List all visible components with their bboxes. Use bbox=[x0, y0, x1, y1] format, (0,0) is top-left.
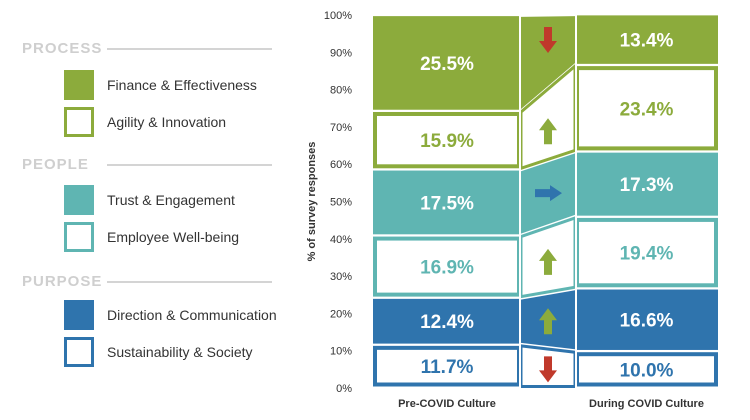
bar-segment-direction-communication-pre bbox=[373, 298, 521, 344]
legend-label-employee-well-being: Employee Well-being bbox=[107, 229, 240, 245]
category-label-during-covid-culture: During COVID Culture bbox=[589, 398, 704, 410]
data-label-agility-innovation-pre: 15.9% bbox=[420, 131, 474, 152]
trend-arrow-up-employee-well-being bbox=[539, 248, 557, 275]
trend-arrow-up-direction-communication bbox=[539, 308, 557, 335]
legend: PROCESS Finance & Effectiveness Agility … bbox=[0, 0, 300, 420]
data-label-sustainability-society-pre: 11.7% bbox=[421, 357, 474, 378]
legend-label-finance-effectiveness: Finance & Effectiveness bbox=[107, 77, 257, 93]
y-tick-label: 70% bbox=[330, 122, 352, 134]
legend-group-title-process: PROCESS bbox=[22, 40, 103, 57]
separator-left bbox=[519, 15, 521, 388]
data-label-trust-engagement-pre: 17.5% bbox=[420, 193, 474, 214]
bar-segment-trust-engagement-pre bbox=[373, 170, 521, 235]
data-label-finance-effectiveness-pre: 25.5% bbox=[420, 54, 474, 75]
connector-finance-effectiveness bbox=[521, 16, 575, 109]
legend-label-direction-communication: Direction & Communication bbox=[107, 307, 277, 323]
data-label-trust-engagement-during: 17.3% bbox=[620, 175, 674, 196]
trend-arrow-down-sustainability-society bbox=[539, 356, 557, 383]
bar-segment-finance-effectiveness-pre bbox=[373, 16, 521, 110]
bar-segment-trust-engagement-during bbox=[575, 152, 718, 216]
legend-group-title-people: PEOPLE bbox=[22, 156, 89, 173]
separator-right bbox=[575, 15, 577, 388]
bar-segment-sustainability-society-pre bbox=[373, 345, 521, 387]
y-tick-label: 100% bbox=[324, 10, 352, 22]
category-label-pre-covid-culture: Pre-COVID Culture bbox=[398, 398, 496, 410]
legend-divider-process bbox=[107, 48, 272, 50]
y-tick-label: 90% bbox=[330, 47, 352, 59]
data-label-agility-innovation-during: 23.4% bbox=[620, 99, 674, 120]
y-tick-label: 20% bbox=[330, 308, 352, 320]
y-tick-label: 50% bbox=[330, 197, 352, 209]
y-axis-title: % of survey responses bbox=[306, 142, 318, 262]
legend-divider-people bbox=[107, 164, 272, 166]
legend-label-trust-engagement: Trust & Engagement bbox=[107, 192, 235, 208]
trend-arrow-right-trust-engagement bbox=[535, 185, 562, 202]
legend-divider-purpose bbox=[107, 281, 272, 283]
data-label-employee-well-being-pre: 16.9% bbox=[420, 258, 474, 279]
legend-swatch-direction-communication bbox=[64, 300, 94, 330]
legend-group-title-purpose: PURPOSE bbox=[22, 273, 103, 290]
data-label-sustainability-society-during: 10.0% bbox=[620, 360, 674, 381]
bar-segment-direction-communication-during bbox=[575, 289, 718, 350]
data-label-direction-communication-pre: 12.4% bbox=[420, 312, 474, 333]
trend-arrow-down-finance-effectiveness bbox=[539, 26, 557, 53]
legend-swatch-sustainability-society bbox=[64, 337, 94, 367]
y-tick-label: 10% bbox=[330, 346, 352, 358]
legend-swatch-trust-engagement bbox=[64, 185, 94, 215]
legend-swatch-employee-well-being bbox=[64, 222, 94, 252]
legend-swatch-finance-effectiveness bbox=[64, 70, 94, 100]
bar-segment-agility-innovation-pre bbox=[373, 111, 521, 169]
data-label-direction-communication-during: 16.6% bbox=[620, 311, 674, 332]
legend-label-sustainability-society: Sustainability & Society bbox=[107, 344, 253, 360]
bar-segment-employee-well-being-during bbox=[575, 217, 718, 288]
data-label-employee-well-being-during: 19.4% bbox=[620, 244, 674, 265]
y-tick-label: 0% bbox=[336, 383, 352, 395]
y-tick-label: 80% bbox=[330, 85, 352, 97]
data-label-finance-effectiveness-during: 13.4% bbox=[620, 31, 674, 52]
bar-segment-finance-effectiveness-during bbox=[575, 15, 718, 64]
legend-swatch-agility-innovation bbox=[64, 107, 94, 137]
legend-label-agility-innovation: Agility & Innovation bbox=[107, 114, 227, 130]
y-tick-label: 60% bbox=[330, 159, 352, 171]
y-tick-label: 30% bbox=[330, 271, 352, 283]
bar-segment-sustainability-society-during bbox=[575, 352, 718, 387]
y-tick-label: 40% bbox=[330, 234, 352, 246]
trend-arrow-up-agility-innovation bbox=[539, 118, 557, 145]
